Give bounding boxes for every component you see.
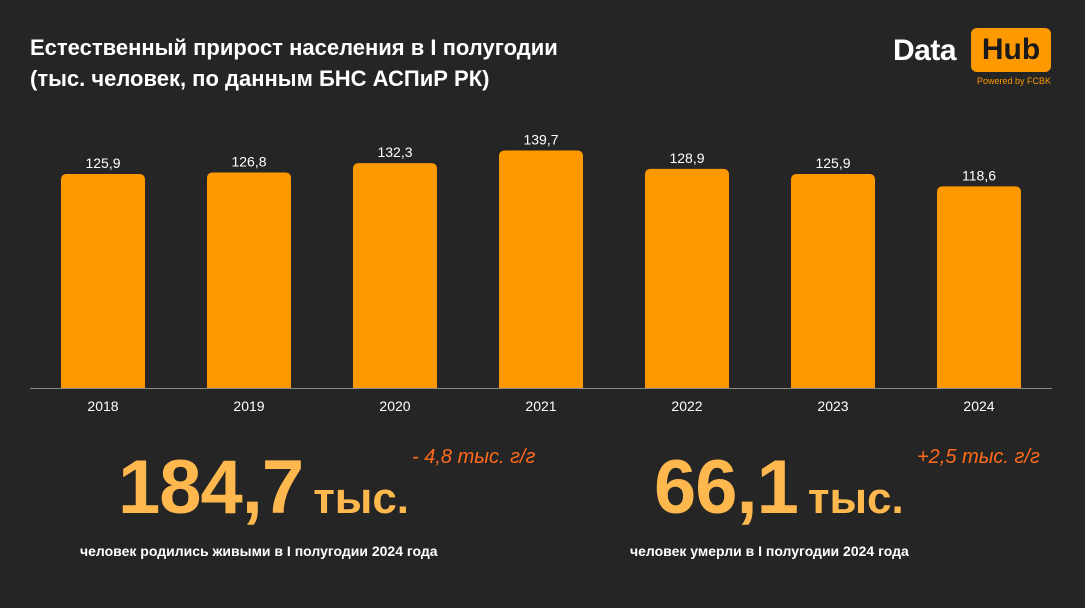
data-label-2019: 126,8 — [231, 153, 266, 169]
deaths-caption: человек умерли в I полугодии 2024 года — [630, 543, 909, 559]
bar-2021 — [499, 150, 583, 388]
logo-tagline: Powered by FCBK — [976, 76, 1051, 86]
deaths-delta: +2,5 тыс. г/г — [917, 446, 1040, 468]
data-label-2018: 125,9 — [85, 155, 120, 171]
x-tick-2023: 2023 — [817, 398, 848, 414]
x-tick-2019: 2019 — [233, 398, 264, 414]
births-big-value: 184,7 тыс. — [118, 444, 409, 531]
data-label-2021: 139,7 — [523, 132, 558, 148]
title-line-2: (тыс. человек, по данным БНС АСПиР РК) — [30, 66, 490, 91]
births-unit: тыс. — [313, 474, 410, 523]
data-label-2022: 128,9 — [669, 150, 704, 166]
bar-2023 — [791, 173, 875, 388]
bar-2018 — [61, 173, 145, 388]
datahub-logo: Data Hub Powered by FCBK — [893, 28, 1053, 88]
births-delta: - 4,8 тыс. г/г — [412, 446, 536, 468]
title-line-1: Естественный прирост населения в I полуг… — [30, 35, 558, 60]
data-label-2023: 125,9 — [815, 155, 850, 171]
logo-word-data: Data — [893, 34, 957, 67]
page-title: Естественный прирост населения в I полуг… — [30, 32, 730, 94]
births-number: 184,7 — [118, 445, 304, 530]
bar-2022 — [645, 168, 729, 388]
bar-2024 — [937, 186, 1021, 388]
logo-word-hub: Hub — [971, 28, 1051, 72]
data-label-2020: 132,3 — [377, 144, 412, 160]
data-label-2024: 118,6 — [962, 167, 996, 183]
deaths-unit: тыс. — [807, 474, 904, 523]
bar-2019 — [207, 172, 291, 388]
bar-2020 — [353, 163, 437, 388]
bar-chart: 125,9 2018 126,8 2019 132,3 2020 139,7 2021 128,… — [30, 132, 1052, 414]
x-tick-2020: 2020 — [379, 398, 410, 414]
deaths-big-value: 66,1 тыс. — [654, 444, 904, 531]
deaths-number: 66,1 — [654, 445, 799, 530]
x-tick-2018: 2018 — [87, 398, 118, 414]
x-tick-2021: 2021 — [525, 398, 556, 414]
births-caption: человек родились живыми в I полугодии 20… — [80, 543, 438, 559]
x-tick-2024: 2024 — [963, 398, 994, 414]
x-tick-2022: 2022 — [671, 398, 702, 414]
